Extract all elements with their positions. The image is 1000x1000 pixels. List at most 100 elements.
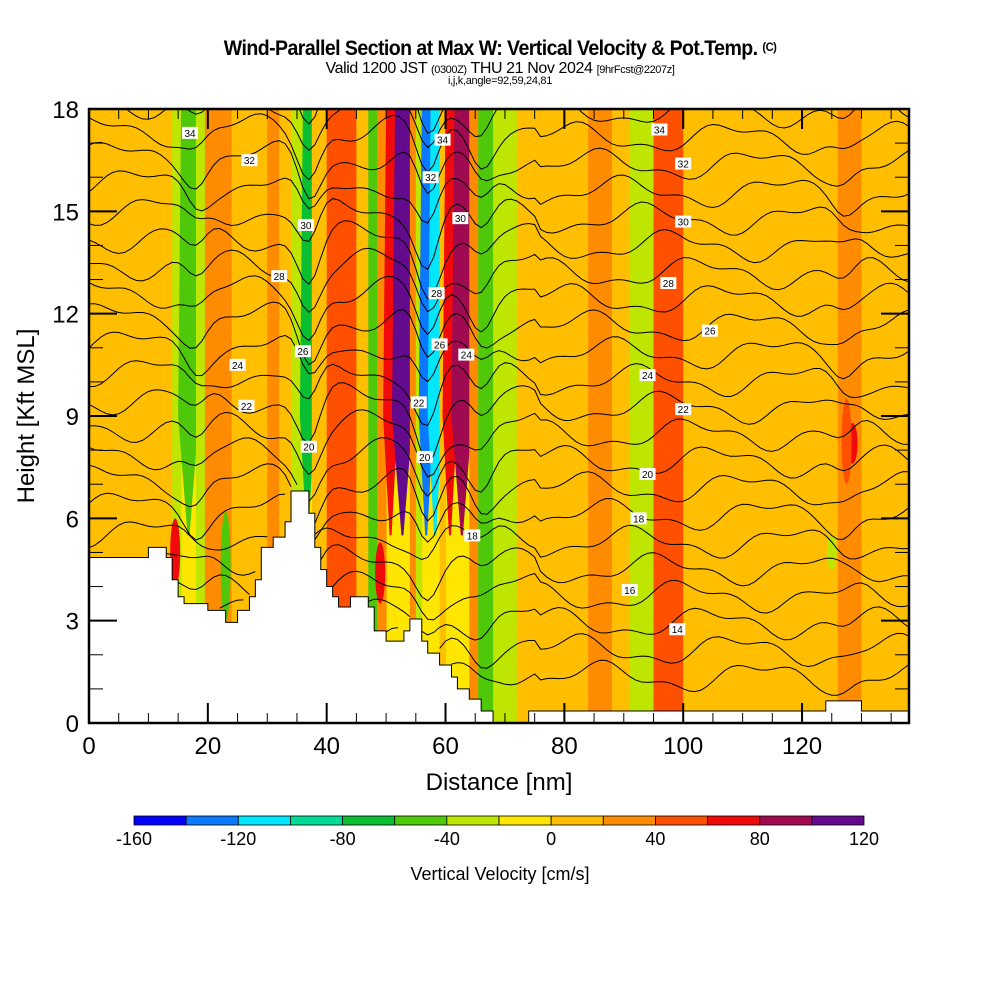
contour-label-text: 34 xyxy=(437,136,449,147)
theta-contour xyxy=(89,331,909,383)
contour-label: 22 xyxy=(238,399,255,413)
y-tick-label: 3 xyxy=(66,609,79,636)
valid-time: Valid 1200 JST xyxy=(325,60,427,77)
contour-label-bg xyxy=(660,276,677,289)
contour-label: 24 xyxy=(229,358,246,372)
colorbar-swatch xyxy=(133,815,187,826)
contour-label-text: 30 xyxy=(678,218,690,229)
contour-label-text: 24 xyxy=(232,361,244,372)
theta-contour xyxy=(89,140,909,200)
contour-label-bg xyxy=(238,399,255,412)
colorbar-swatch xyxy=(811,815,865,826)
theta-contour xyxy=(166,544,909,602)
contour-label-text: 32 xyxy=(678,160,690,171)
contour-label: 16 xyxy=(621,583,638,597)
contour-label-text: 20 xyxy=(419,453,431,464)
x-axis: 0 20 40 60 80 100 120 xyxy=(82,109,892,760)
grid-indices: i,j,k,angle=92,59,24,81 xyxy=(447,75,553,87)
x-axis-label: Distance [nm] xyxy=(426,769,573,796)
contour-label-text: 24 xyxy=(642,371,654,382)
velocity-feature xyxy=(826,535,837,570)
colorbar-swatch xyxy=(602,815,656,826)
theta-contour xyxy=(89,360,909,427)
contour-label-bg xyxy=(416,450,433,463)
contour-label-text: 22 xyxy=(241,402,253,413)
theta-contour xyxy=(89,113,909,181)
theta-contour xyxy=(89,437,909,502)
contour-label-bg xyxy=(669,623,686,636)
y-axis: 0 3 6 9 12 15 18 xyxy=(52,97,909,738)
contour-label: 26 xyxy=(431,338,448,351)
velocity-column xyxy=(653,109,684,723)
forecast-info: [9hrFcst@2207z] xyxy=(596,64,675,76)
colorbar-swatch xyxy=(185,815,239,826)
colorbar-swatch xyxy=(759,815,813,826)
contour-label-bg xyxy=(464,529,481,542)
colorbar-tick-label: 80 xyxy=(750,829,770,849)
contour-label-bg xyxy=(639,369,656,382)
theta-contour xyxy=(89,170,909,224)
velocity-column xyxy=(588,109,613,723)
colorbar-swatch xyxy=(707,815,761,826)
velocity-feature xyxy=(220,511,231,621)
velocity-column xyxy=(629,109,654,723)
chart-subtitle: Valid 1200 JST (0300Z) THU 21 Nov 2024 [… xyxy=(0,60,1000,78)
contour-label-text: 18 xyxy=(633,514,645,525)
potential-temperature-contours xyxy=(89,109,909,696)
contour-label-text: 26 xyxy=(704,327,716,338)
valid-date: THU 21 Nov 2024 xyxy=(470,60,593,77)
x-tick-label: 0 xyxy=(82,733,95,760)
contour-label: 30 xyxy=(675,215,692,229)
velocity-column xyxy=(516,109,553,723)
colorbar-swatch xyxy=(655,815,708,826)
theta-contour xyxy=(451,659,909,696)
contour-label-bg xyxy=(675,215,692,228)
colorbar-swatch xyxy=(290,815,343,826)
contour-label-text: 28 xyxy=(274,272,286,283)
y-tick-label: 0 xyxy=(66,711,79,738)
contour-label-bg xyxy=(294,345,311,358)
colorbar-swatch xyxy=(550,815,604,826)
contour-label-bg xyxy=(639,467,656,480)
contour-label-bg xyxy=(410,396,427,409)
contour-label-text: 14 xyxy=(672,625,684,636)
contour-label-text: 30 xyxy=(300,221,312,232)
plot-area: 34 32 30 28 26 24 22 20 34 32 30 28 26 24 22 20 18 34 32 30… xyxy=(89,109,909,723)
contour-label: 28 xyxy=(660,276,677,290)
theta-contour xyxy=(89,521,909,561)
contour-label: 24 xyxy=(458,348,475,362)
contour-label-text: 26 xyxy=(297,347,309,358)
contour-label: 28 xyxy=(271,270,288,283)
colorbar-swatch xyxy=(446,815,500,826)
velocity-column xyxy=(377,109,387,723)
velocity-column xyxy=(409,109,417,723)
contour-label-text: 22 xyxy=(678,405,690,416)
y-tick-label: 9 xyxy=(66,404,79,431)
contour-label: 18 xyxy=(630,512,647,525)
velocity-column xyxy=(683,109,720,723)
theta-contour xyxy=(89,301,909,366)
x-tick-label: 60 xyxy=(432,733,459,760)
contour-label-bg xyxy=(651,123,668,136)
theta-contour xyxy=(89,198,909,271)
contour-label-bg xyxy=(182,126,199,139)
colorbar-tick-label: -160 xyxy=(116,829,152,849)
colorbar-swatch xyxy=(237,815,291,826)
colorbar-tick-label: 120 xyxy=(849,829,879,849)
contour-label: 32 xyxy=(675,157,692,171)
contour-label-bg xyxy=(701,324,718,337)
velocity-feature xyxy=(375,542,386,604)
contour-label-bg xyxy=(675,403,692,416)
velocity-column xyxy=(790,109,839,723)
contour-label-bg xyxy=(300,440,317,453)
contour-label-bg xyxy=(422,171,439,184)
y-tick-label: 6 xyxy=(66,506,79,533)
theta-contour xyxy=(89,247,909,313)
contour-label: 30 xyxy=(452,212,469,225)
theta-contour xyxy=(219,598,909,641)
theta-contour xyxy=(125,109,909,151)
contour-label: 32 xyxy=(241,154,258,167)
valid-utc: (0300Z) xyxy=(430,64,467,76)
contour-label-bg xyxy=(458,348,475,361)
